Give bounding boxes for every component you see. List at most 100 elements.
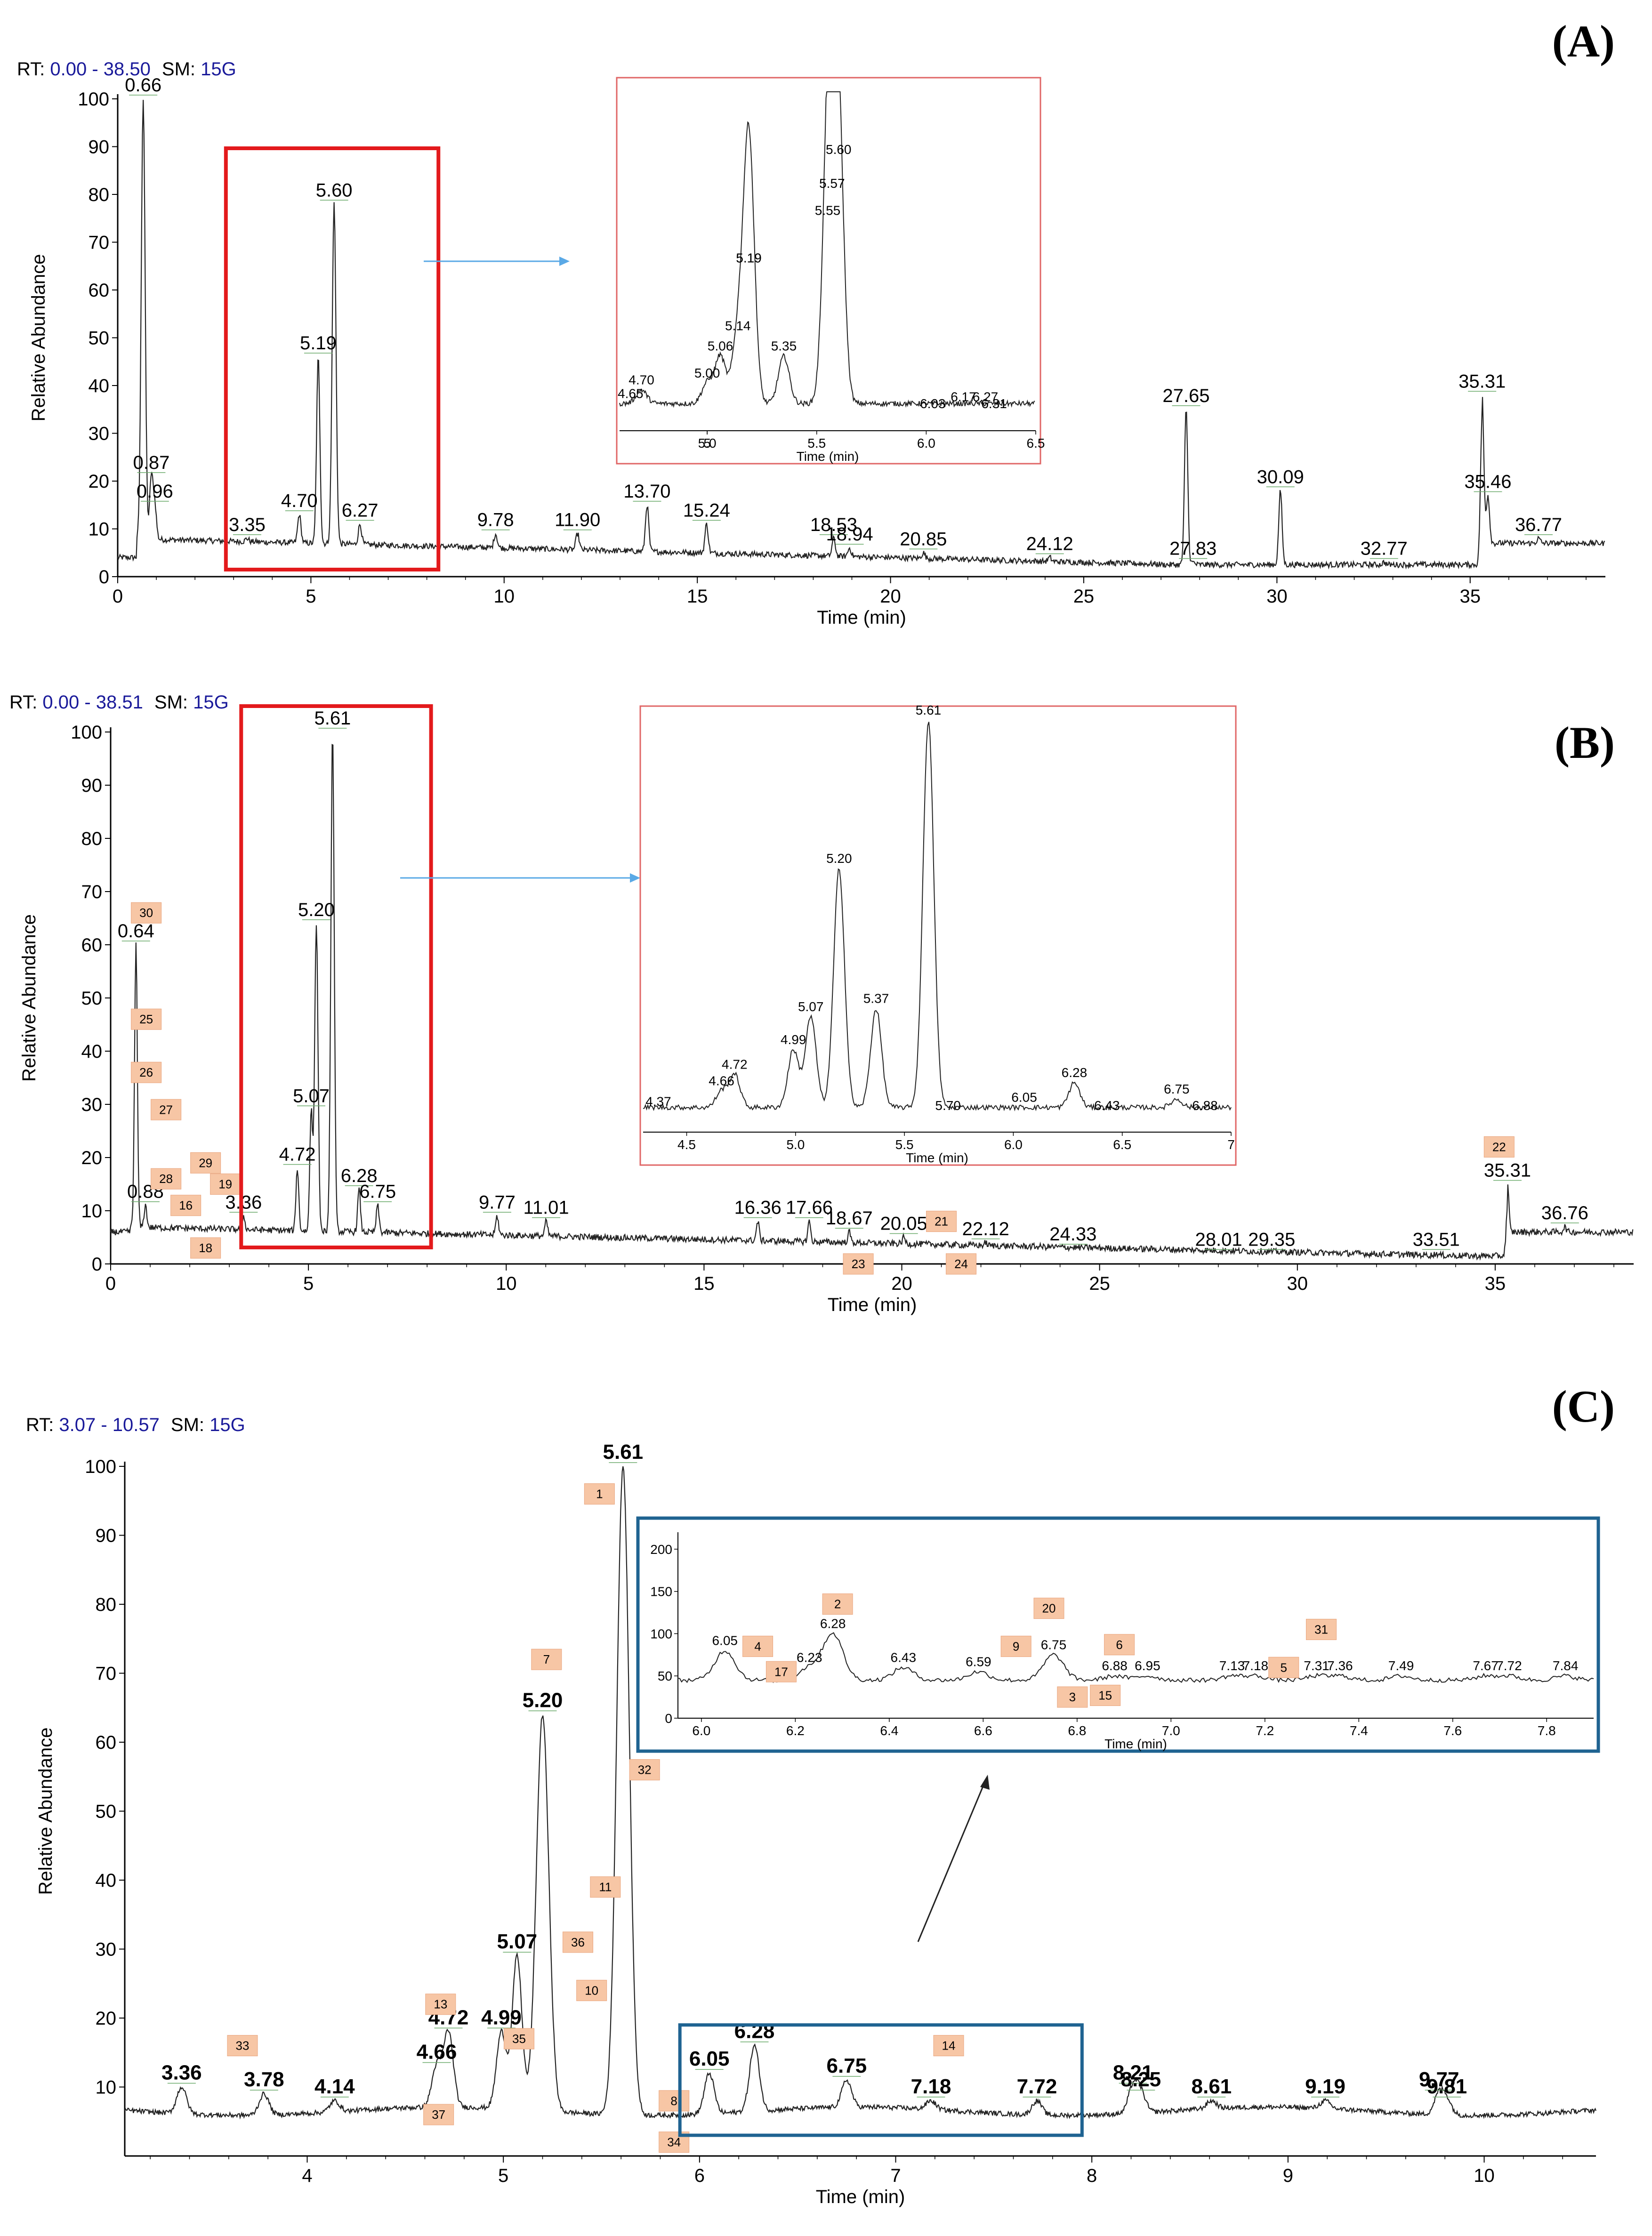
peak-label: 5.07 xyxy=(293,1086,330,1106)
rt-header: RT: 3.07 - 10.57 SM: 15G xyxy=(26,1415,245,1435)
y-tick-label: 0 xyxy=(99,567,109,587)
x-tick-label: 0 xyxy=(113,586,123,607)
x-tick-label: 30 xyxy=(1266,586,1288,607)
x-tick-label: 25 xyxy=(1089,1273,1110,1294)
rt-label: RT: xyxy=(26,1415,59,1435)
rt-range: 0.00 - 38.51 xyxy=(42,692,143,713)
peak-label: 6.75 xyxy=(827,2054,867,2077)
rt-label: RT: xyxy=(9,692,42,713)
y-tick-label: 10 xyxy=(89,519,110,540)
peak-tag-number: 7 xyxy=(543,1652,550,1666)
peak-tag-number: 34 xyxy=(667,2135,681,2149)
selection-box xyxy=(224,146,441,571)
peak-label: 11.90 xyxy=(555,510,600,531)
peak-label: 35.46 xyxy=(1464,471,1511,492)
inset-x-tick-label: 7.0 xyxy=(1162,1723,1180,1738)
peak-tag xyxy=(504,2028,534,2050)
peak-tag-number: 30 xyxy=(139,906,153,920)
peak-label: 20.05 xyxy=(880,1214,927,1234)
peak-label: 0.64 xyxy=(118,921,154,941)
inset-peak-label: 6.88 xyxy=(1192,1098,1218,1113)
inset-x-tick-label: 5.0 xyxy=(786,1137,805,1152)
inset-peak-tag-number: 6 xyxy=(1116,1638,1122,1652)
inset-border xyxy=(639,705,1237,1166)
x-axis-label: Time (min) xyxy=(816,2187,905,2207)
inset-x-tick-label: 6.8 xyxy=(1068,1723,1086,1738)
inset-peak-label: 6.75 xyxy=(1041,1637,1067,1652)
sm-label: SM: xyxy=(171,1415,210,1435)
peak-tag-number: 33 xyxy=(236,2039,250,2053)
panel-3: (C)RT: 3.07 - 10.57 SM: 15G10203040506070… xyxy=(26,1381,1615,2207)
peak-tag-number: 8 xyxy=(670,2094,677,2108)
y-tick-label: 100 xyxy=(85,1456,116,1477)
peak-tag xyxy=(576,1979,607,2001)
sm-value: 15G xyxy=(210,1415,245,1435)
x-tick-label: 5 xyxy=(306,586,316,607)
inset-x-tick-label: 6.4 xyxy=(880,1723,898,1738)
peak-label: 4.72 xyxy=(279,1144,316,1165)
peak-tag-number: 36 xyxy=(571,1935,585,1949)
peak-tag xyxy=(946,1253,977,1275)
peak-tag-number: 22 xyxy=(1492,1140,1506,1154)
inset-peak-label: 4.99 xyxy=(781,1032,806,1047)
peak-tag-number: 16 xyxy=(179,1198,193,1213)
inset-peak-tag xyxy=(1057,1686,1088,1708)
x-tick-label: 10 xyxy=(496,1273,517,1294)
panel-label: (A) xyxy=(1552,16,1615,66)
inset-border xyxy=(616,77,1041,465)
peak-label: 30.09 xyxy=(1257,467,1304,487)
y-tick-label: 20 xyxy=(89,471,110,492)
y-tick-label: 80 xyxy=(89,185,110,205)
peak-tag xyxy=(423,2104,454,2125)
y-tick-label: 60 xyxy=(96,1732,117,1753)
inset-x-tick-label: 5 xyxy=(703,436,711,450)
inset-x-tick-label: 5.5 xyxy=(895,1137,914,1152)
x-tick-label: 4 xyxy=(302,2165,312,2186)
peak-label: 27.83 xyxy=(1169,539,1217,559)
peak-label: 24.33 xyxy=(1049,1224,1096,1245)
x-tick-label: 15 xyxy=(687,586,708,607)
y-tick-label: 100 xyxy=(71,722,102,743)
x-tick-label: 5 xyxy=(498,2165,508,2186)
peak-label: 5.60 xyxy=(316,180,353,201)
inset-peak-tag xyxy=(742,1635,774,1657)
inset-x-tick-label: 7.2 xyxy=(1256,1723,1274,1738)
peak-tag-number: 21 xyxy=(935,1215,948,1229)
peak-label: 18.67 xyxy=(826,1208,873,1229)
inset-peak-tag-number: 20 xyxy=(1042,1601,1056,1616)
peak-label: 3.36 xyxy=(161,2061,202,2084)
inset-x-tick-label: 6.6 xyxy=(974,1723,992,1738)
y-tick-label: 80 xyxy=(81,828,103,849)
inset-peak-label: 7.36 xyxy=(1327,1658,1353,1673)
peak-tag xyxy=(131,1062,162,1083)
inset-peak-tag xyxy=(766,1661,797,1682)
inset-peak-label: 4.65 xyxy=(618,386,644,401)
peak-label: 8.21 xyxy=(1113,2061,1153,2084)
inset-peak-label: 6.43 xyxy=(891,1650,917,1665)
peak-label: 18.94 xyxy=(826,524,873,545)
peak-tag xyxy=(227,2035,258,2057)
peak-tag xyxy=(425,1994,456,2015)
inset-peak-label: 6.17 xyxy=(951,390,976,404)
inset-peak-label: 5.57 xyxy=(819,176,845,191)
inset-zoom: 4.5 5.0 5.5 6.0 6.5 7 Time (min) 4.37 4.66 4.72 4.… xyxy=(639,703,1237,1166)
inset-peak-label: 7.13 xyxy=(1219,1658,1245,1673)
x-tick-label: 20 xyxy=(880,586,901,607)
peak-label: 0.96 xyxy=(137,481,173,502)
peak-label: 8.61 xyxy=(1192,2075,1232,2098)
inset-peak-tag xyxy=(1000,1635,1031,1657)
peak-label: 36.77 xyxy=(1515,515,1562,535)
y-tick-label: 40 xyxy=(96,1870,117,1891)
y-tick-label: 90 xyxy=(89,137,110,158)
peak-tag xyxy=(584,1483,615,1505)
peak-label: 9.77 xyxy=(1419,2068,1459,2091)
inset-x-tick-label: 6.0 xyxy=(1004,1137,1023,1152)
peak-tag-number: 10 xyxy=(585,1983,598,1997)
inset-x-tick-label: 6.0 xyxy=(692,1723,710,1738)
peak-label: 5.19 xyxy=(300,333,337,354)
inset-peak-label: 4.72 xyxy=(722,1057,748,1072)
inset-peak-label: 6.03 xyxy=(920,396,946,411)
inset-peak-tag-number: 4 xyxy=(754,1639,761,1653)
peak-label: 16.36 xyxy=(734,1198,782,1218)
